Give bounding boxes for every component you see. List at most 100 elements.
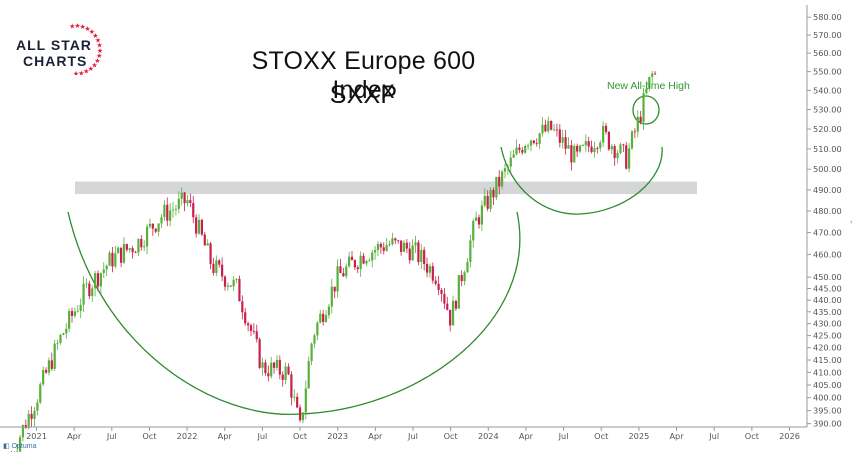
x-tick-label: Apr	[519, 431, 534, 441]
candle-down-body	[51, 360, 53, 369]
y-tick-label: 435.00	[813, 307, 842, 317]
x-tick-label: Jul	[106, 431, 117, 441]
candle-up-body	[143, 246, 145, 247]
candle-down-body	[279, 360, 281, 375]
x-tick-label: 2022	[177, 431, 198, 441]
candle-up-body	[319, 314, 321, 323]
candle-down-body	[273, 363, 275, 368]
x-tick-label: Apr	[67, 431, 82, 441]
candle-down-body	[155, 229, 157, 232]
candle-up-body	[599, 143, 601, 149]
candle-up-body	[108, 253, 110, 266]
candle-up-body	[261, 362, 263, 367]
resistance-band	[75, 182, 697, 195]
candle-down-body	[556, 130, 558, 131]
candle-up-body	[80, 305, 82, 311]
candle-up-body	[504, 168, 506, 171]
y-tick-label: 560.00	[813, 48, 842, 58]
candle-down-body	[550, 121, 552, 130]
candle-down-body	[290, 374, 292, 397]
candle-up-body	[429, 266, 431, 272]
candle-up-body	[227, 286, 229, 287]
logo-line2: CHARTS	[23, 53, 87, 69]
candle-down-body	[446, 304, 448, 310]
candle-up-body	[82, 284, 84, 305]
candle-down-body	[224, 277, 226, 287]
candle-down-body	[71, 311, 73, 316]
small-rounding-bottom-arc	[501, 147, 662, 214]
candle-up-body	[215, 260, 217, 273]
candle-down-body	[634, 131, 636, 132]
candle-down-body	[250, 325, 252, 331]
candle-up-body	[495, 177, 497, 198]
candle-up-body	[631, 131, 633, 148]
y-tick-label: 390.00	[813, 419, 842, 429]
x-tick-label: Apr	[669, 431, 684, 441]
candle-down-body	[201, 220, 203, 235]
candle-up-body	[48, 360, 50, 372]
candle-up-body	[345, 266, 347, 276]
candle-down-body	[596, 148, 598, 149]
candle-up-body	[129, 248, 131, 250]
candle-up-body	[642, 93, 644, 122]
candle-up-body	[316, 323, 318, 336]
y-tick-label: 540.00	[813, 85, 842, 95]
x-tick-label: 2026	[779, 431, 800, 441]
candle-up-body	[374, 250, 376, 252]
x-tick-label: Apr	[218, 431, 233, 441]
candle-down-body	[423, 250, 425, 264]
candle-up-body	[91, 288, 93, 296]
candle-up-body	[475, 217, 477, 221]
candle-down-body	[570, 145, 572, 162]
candle-down-body	[438, 284, 440, 290]
candle-down-body	[296, 397, 298, 408]
candle-down-body	[111, 253, 113, 267]
footer-brand: ◧ Optuma	[3, 442, 36, 450]
candle-down-body	[140, 239, 142, 247]
candle-down-body	[559, 130, 561, 143]
candle-up-body	[611, 146, 613, 149]
candle-down-body	[614, 146, 616, 158]
candle-up-body	[158, 223, 160, 231]
y-tick-label: 530.00	[813, 105, 842, 115]
x-tick-label: 2021	[26, 431, 47, 441]
candle-down-body	[221, 265, 223, 277]
candle-up-body	[628, 148, 630, 168]
candle-down-body	[259, 339, 261, 368]
candle-up-body	[68, 311, 70, 329]
candle-up-body	[377, 244, 379, 250]
candle-up-body	[562, 137, 564, 142]
candle-down-body	[640, 117, 642, 122]
candle-down-body	[654, 74, 656, 75]
candle-up-body	[414, 242, 416, 245]
candle-down-body	[152, 224, 154, 229]
candle-up-body	[616, 153, 618, 158]
candle-down-body	[238, 279, 240, 301]
candle-up-body	[198, 220, 200, 234]
candle-up-body	[391, 238, 393, 244]
candle-up-body	[305, 388, 307, 412]
candle-down-body	[218, 260, 220, 264]
candle-up-body	[582, 145, 584, 146]
candle-down-body	[247, 323, 249, 325]
candle-down-body	[166, 205, 168, 221]
y-tick-label: 425.00	[813, 331, 842, 341]
candle-up-body	[573, 146, 575, 162]
candle-up-body	[302, 412, 304, 420]
candle-up-body	[371, 252, 373, 260]
y-tick-label: 450.00	[813, 272, 842, 282]
candle-down-body	[518, 147, 520, 150]
y-tick-label: 400.00	[813, 393, 842, 403]
candle-down-body	[565, 137, 567, 148]
candle-up-body	[285, 367, 287, 380]
candle-layer	[10, 71, 656, 452]
x-tick-label: Jul	[708, 431, 719, 441]
y-tick-label: 490.00	[813, 185, 842, 195]
y-tick-label: 580.00	[813, 12, 842, 22]
candle-up-body	[178, 199, 180, 209]
candle-up-body	[39, 384, 41, 402]
candle-down-body	[267, 373, 269, 376]
candle-up-body	[541, 125, 543, 134]
candle-up-body	[100, 273, 102, 286]
candle-down-body	[605, 126, 607, 132]
